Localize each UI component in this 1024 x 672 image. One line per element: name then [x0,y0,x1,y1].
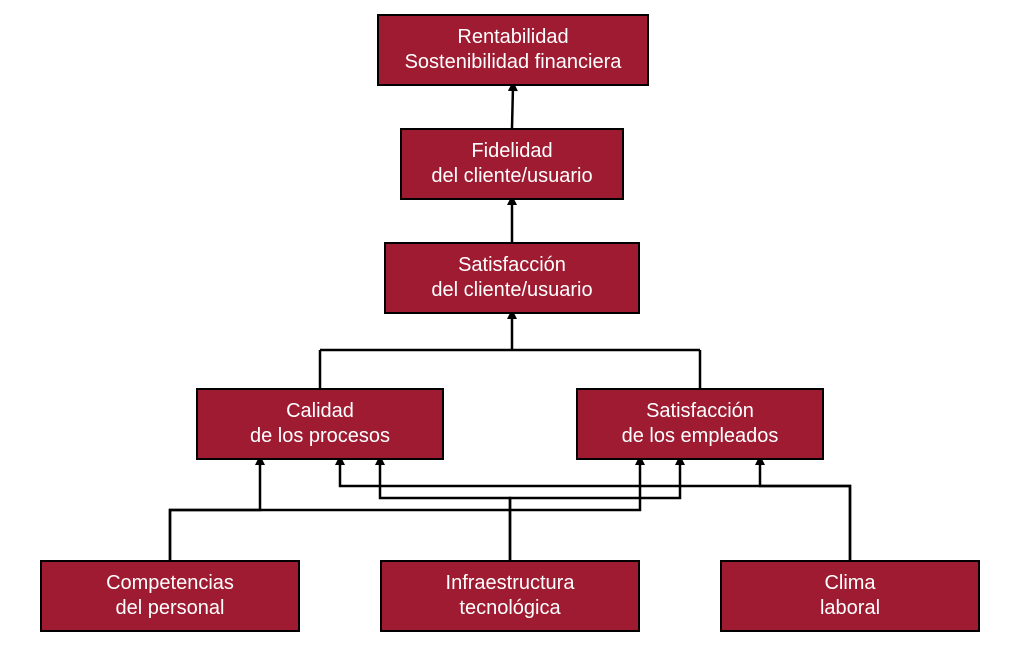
node-text-line2: del cliente/usuario [431,164,592,189]
node-calidad-procesos: Calidad de los procesos [196,388,444,460]
node-text-line2: del cliente/usuario [431,278,592,303]
node-text-line1: Clima [824,571,875,596]
node-text-line1: Fidelidad [471,139,552,164]
node-text-line1: Competencias [106,571,234,596]
node-rentabilidad: Rentabilidad Sostenibilidad financiera [377,14,649,86]
node-text-line1: Rentabilidad [457,25,568,50]
node-clima: Clima laboral [720,560,980,632]
node-text-line1: Satisfacción [646,399,754,424]
node-satisfaccion-empleados: Satisfacción de los empleados [576,388,824,460]
node-satisfaccion-cliente: Satisfacción del cliente/usuario [384,242,640,314]
node-text-line1: Satisfacción [458,253,566,278]
node-fidelidad: Fidelidad del cliente/usuario [400,128,624,200]
node-text-line2: tecnológica [459,596,560,621]
node-infraestructura: Infraestructura tecnológica [380,560,640,632]
node-text-line2: del personal [116,596,225,621]
node-text-line2: Sostenibilidad financiera [405,50,622,75]
node-text-line1: Infraestructura [446,571,575,596]
node-text-line1: Calidad [286,399,354,424]
node-text-line2: laboral [820,596,880,621]
diagram-canvas: Rentabilidad Sostenibilidad financiera F… [0,0,1024,672]
node-competencias: Competencias del personal [40,560,300,632]
node-text-line2: de los empleados [622,424,779,449]
node-text-line2: de los procesos [250,424,390,449]
